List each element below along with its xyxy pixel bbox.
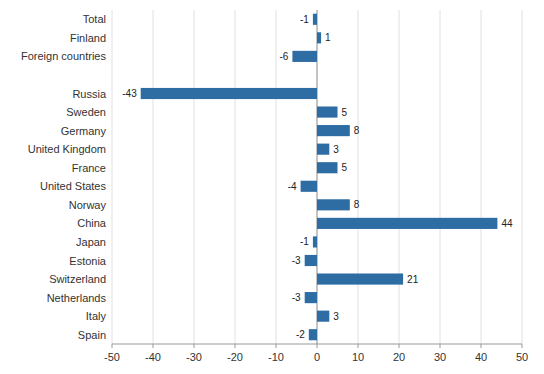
bar bbox=[305, 292, 317, 303]
tick-label: 30 bbox=[434, 351, 446, 363]
data-label: -3 bbox=[292, 292, 301, 303]
category-label: Total bbox=[83, 13, 106, 25]
grid-line bbox=[481, 10, 482, 344]
category-label: Estonia bbox=[69, 255, 107, 267]
tick-mark bbox=[358, 344, 359, 348]
data-label: 21 bbox=[407, 274, 419, 285]
grid-line bbox=[194, 10, 195, 344]
grid bbox=[112, 10, 522, 344]
data-label: -3 bbox=[292, 255, 301, 266]
tick-mark bbox=[440, 344, 441, 348]
category-label: Sweden bbox=[66, 106, 106, 118]
y-axis: Total Finland Foreign countries Russia Swede… bbox=[21, 13, 107, 340]
bar bbox=[317, 273, 403, 284]
bar bbox=[317, 218, 497, 229]
tick-label: 0 bbox=[314, 351, 320, 363]
tick-label: 20 bbox=[393, 351, 405, 363]
grid-line bbox=[399, 10, 400, 344]
data-label: -43 bbox=[122, 88, 137, 99]
data-label: 8 bbox=[354, 125, 360, 136]
tick-mark bbox=[522, 344, 523, 348]
category-label: United Kingdom bbox=[28, 143, 106, 155]
bar bbox=[309, 329, 317, 340]
bar bbox=[141, 88, 317, 99]
category-label: Japan bbox=[76, 236, 106, 248]
tick-label: -40 bbox=[145, 351, 161, 363]
bar bbox=[317, 311, 329, 322]
tick-label: -20 bbox=[227, 351, 243, 363]
data-label: 5 bbox=[342, 162, 348, 173]
tick-mark bbox=[276, 344, 277, 348]
bar bbox=[301, 181, 317, 192]
category-label: United States bbox=[40, 180, 107, 192]
data-label: 3 bbox=[333, 144, 339, 155]
data-label: -2 bbox=[296, 329, 305, 340]
bar bbox=[317, 125, 350, 136]
category-label: Finland bbox=[70, 32, 106, 44]
tick-mark bbox=[399, 344, 400, 348]
category-label: Switzerland bbox=[49, 273, 106, 285]
tick-mark bbox=[317, 344, 318, 348]
tick-mark bbox=[235, 344, 236, 348]
grid-line bbox=[358, 10, 359, 344]
grid-line bbox=[112, 10, 113, 344]
category-label: France bbox=[72, 162, 106, 174]
x-axis: -50 -40 -30 -20 -10 0 10 20 30 40 50 bbox=[104, 344, 528, 363]
data-label: 3 bbox=[333, 311, 339, 322]
data-label: 1 bbox=[325, 32, 331, 43]
category-label: Russia bbox=[72, 88, 107, 100]
tick-label: -30 bbox=[186, 351, 202, 363]
bar bbox=[317, 32, 321, 43]
data-label: -6 bbox=[279, 51, 288, 62]
bar bbox=[317, 144, 329, 155]
category-label: Netherlands bbox=[47, 292, 107, 304]
tick-label: 40 bbox=[475, 351, 487, 363]
tick-label: 10 bbox=[352, 351, 364, 363]
bar bbox=[305, 255, 317, 266]
tick-mark bbox=[153, 344, 154, 348]
bar bbox=[313, 14, 317, 25]
category-label: Norway bbox=[69, 199, 107, 211]
bar bbox=[317, 199, 350, 210]
tick-label: -10 bbox=[268, 351, 284, 363]
bar bbox=[313, 236, 317, 247]
grid-line bbox=[153, 10, 154, 344]
data-label: 8 bbox=[354, 199, 360, 210]
bars bbox=[141, 14, 498, 341]
bar bbox=[317, 106, 338, 117]
bar bbox=[292, 51, 317, 62]
bar bbox=[317, 162, 338, 173]
data-labels: -11-6-435835-4844-1-321-33-2 bbox=[122, 14, 513, 340]
tick-mark bbox=[112, 344, 113, 348]
tick-label: -50 bbox=[104, 351, 120, 363]
category-label: Italy bbox=[86, 310, 107, 322]
data-label: -1 bbox=[300, 236, 309, 247]
category-label: China bbox=[77, 217, 107, 229]
category-label: Foreign countries bbox=[21, 50, 106, 62]
axis-line bbox=[112, 344, 522, 345]
data-label: 5 bbox=[342, 107, 348, 118]
grid-line bbox=[522, 10, 523, 344]
category-label: Spain bbox=[78, 329, 106, 341]
grid-line bbox=[440, 10, 441, 344]
data-label: -4 bbox=[288, 181, 297, 192]
data-label: -1 bbox=[300, 14, 309, 25]
tick-label: 50 bbox=[516, 351, 528, 363]
data-label: 44 bbox=[501, 218, 513, 229]
tick-mark bbox=[481, 344, 482, 348]
tick-mark bbox=[194, 344, 195, 348]
grid-line bbox=[235, 10, 236, 344]
category-label: Germany bbox=[61, 125, 107, 137]
chart-container: -50 -40 -30 -20 -10 0 10 20 30 40 50 Total Finland Fo… bbox=[0, 0, 544, 374]
chart: -50 -40 -30 -20 -10 0 10 20 30 40 50 Total Finland Fo… bbox=[0, 0, 544, 374]
grid-line bbox=[276, 10, 277, 344]
